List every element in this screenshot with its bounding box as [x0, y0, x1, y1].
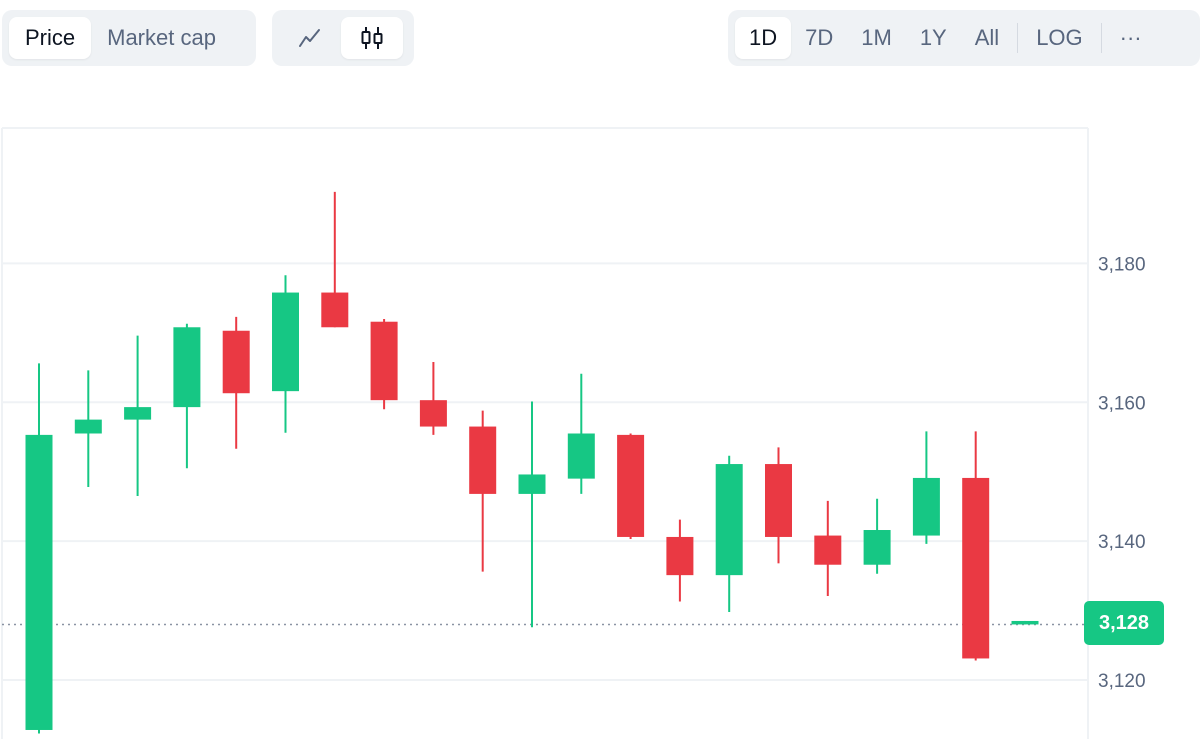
- candle-body-up: [272, 292, 299, 392]
- candle-body-down: [962, 477, 990, 659]
- candle-body-down: [419, 400, 447, 427]
- candle-body-up: [715, 464, 743, 576]
- candle-body-up: [74, 419, 102, 434]
- y-tick-label: 3,120: [1098, 671, 1146, 692]
- candle-body-down: [469, 426, 497, 494]
- candle-body-up: [567, 433, 595, 479]
- candle-body-down: [222, 330, 250, 394]
- chart-type-toggle: [272, 10, 414, 66]
- toolbar-divider: [1100, 23, 1102, 53]
- candlestick-icon: [361, 27, 383, 49]
- candle-body-up: [1011, 620, 1039, 625]
- range-all-button[interactable]: All: [974, 25, 1000, 50]
- candlestick-button[interactable]: [341, 17, 403, 59]
- price-tab[interactable]: Price: [9, 17, 92, 59]
- candle-body-up: [518, 474, 546, 494]
- log-scale-button[interactable]: LOG: [1036, 25, 1083, 50]
- candle-body-down: [666, 536, 694, 576]
- y-tick-label: 3,140: [1098, 532, 1146, 553]
- y-tick-label: 3,180: [1098, 254, 1146, 275]
- line-chart-icon: [299, 29, 320, 47]
- candle-body-up: [25, 434, 53, 730]
- range-7d-button[interactable]: 7D: [805, 25, 834, 50]
- metric-toggle: Price Market cap: [2, 10, 256, 66]
- candle-body-up: [124, 407, 152, 420]
- candle-body-up: [173, 327, 201, 408]
- candle-body-down: [814, 535, 842, 565]
- toolbar-divider: [1017, 23, 1019, 53]
- candle-body-down: [370, 321, 398, 401]
- candle-body-down: [765, 464, 792, 537]
- line-chart-button[interactable]: [279, 17, 341, 59]
- time-range-toggle: 1D 7D 1M 1Y All LOG ···: [728, 10, 1200, 66]
- more-options-button[interactable]: ···: [1119, 25, 1142, 50]
- current-price-badge: 3,128: [1084, 601, 1164, 645]
- y-tick-label: 3,160: [1098, 393, 1146, 414]
- candle-body-down: [617, 434, 645, 537]
- market-cap-tab[interactable]: Market cap: [107, 25, 216, 50]
- range-1d-button[interactable]: 1D: [735, 17, 792, 59]
- candle-body-up: [863, 530, 891, 565]
- range-1y-button[interactable]: 1Y: [919, 25, 947, 50]
- candle-body-up: [912, 477, 940, 536]
- candle-body-down: [321, 292, 349, 328]
- range-1m-button[interactable]: 1M: [861, 25, 892, 50]
